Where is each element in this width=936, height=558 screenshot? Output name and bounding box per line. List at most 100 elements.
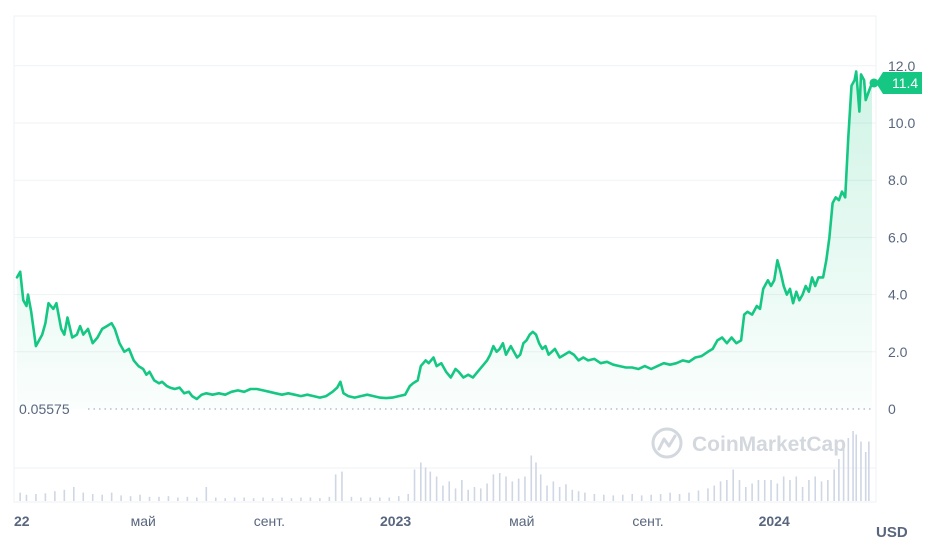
x-tick-label: 22: [14, 513, 30, 529]
volume-bar: [852, 431, 854, 501]
volume-bar: [379, 497, 381, 501]
volume-bar: [751, 483, 753, 501]
volume-bar: [833, 469, 835, 501]
last-price-value: 11.4: [892, 75, 918, 91]
volume-bar: [369, 497, 372, 501]
volume-bar: [252, 498, 255, 501]
volume-bar: [511, 481, 514, 501]
volume-bar: [745, 487, 747, 501]
volume-bar: [19, 492, 21, 501]
volume-bar: [565, 484, 567, 501]
volume-bar: [341, 471, 343, 501]
y-tick-label: 12.0: [888, 58, 915, 74]
volume-bar: [413, 469, 416, 501]
volume-bar: [659, 494, 662, 501]
volume-bar: [678, 494, 681, 501]
volume-bar: [129, 496, 132, 501]
volume-bar: [795, 476, 798, 501]
volume-bar: [571, 489, 574, 501]
y-tick-label: 8.0: [888, 172, 908, 188]
volume-bar: [757, 480, 760, 501]
x-tick-label: сент.: [254, 513, 285, 529]
price-area-fill: [17, 71, 872, 409]
volume-bar: [334, 474, 337, 501]
volume-bar: [72, 487, 75, 501]
volume-bar: [473, 487, 476, 501]
volume-bar: [612, 495, 615, 501]
x-tick-label: 2023: [380, 513, 411, 529]
volume-bar: [148, 496, 151, 501]
volume-bar: [838, 459, 840, 501]
volume-bar: [492, 474, 495, 501]
volume-bar: [650, 494, 652, 501]
volume-bar: [35, 494, 37, 501]
volume-bar: [214, 497, 217, 501]
coinmarketcap-logo-icon: [651, 427, 683, 459]
y-tick-label: 2.0: [888, 344, 908, 360]
y-tick-label: 0: [888, 401, 896, 417]
y-tick-label: 10.0: [888, 115, 915, 131]
volume-bar: [360, 497, 362, 501]
volume-bar: [789, 480, 791, 501]
volume-bar: [429, 471, 432, 501]
volume-bar: [407, 494, 410, 501]
volume-bar: [281, 497, 283, 501]
volume-bar: [319, 498, 321, 501]
price-line: [15, 70, 874, 401]
volume-bar: [814, 476, 817, 501]
volume-bar: [603, 494, 605, 501]
volume-bar: [82, 492, 85, 501]
x-tick-label: май: [509, 513, 534, 529]
volume-bar: [271, 498, 274, 501]
volume-bar: [328, 496, 331, 501]
volume-bar: [776, 483, 779, 501]
volume-bar: [177, 497, 179, 501]
volume-bar: [262, 497, 264, 501]
volume-bar: [782, 476, 785, 501]
volume-bar: [101, 494, 103, 501]
volume-bar: [726, 480, 728, 501]
volume-bar: [707, 488, 709, 501]
volume-bar: [860, 441, 862, 501]
volume-bar: [517, 478, 520, 501]
volume-bar: [479, 488, 482, 501]
volume-bar: [158, 496, 160, 501]
volume-bar: [167, 496, 170, 501]
volume-bar: [424, 467, 427, 501]
volume-bar: [54, 491, 56, 501]
volume-bar: [63, 489, 66, 501]
y-tick-label: 4.0: [888, 287, 908, 303]
volume-bar: [631, 494, 634, 501]
volume-bar: [558, 487, 561, 501]
volume-bar: [546, 485, 548, 501]
plot-frame: [13, 15, 877, 503]
volume-bar: [820, 481, 823, 501]
volume-bar: [25, 494, 28, 501]
last-price-tag: 11.4: [876, 71, 922, 94]
volume-bar: [763, 480, 766, 501]
volume-bar: [186, 496, 189, 501]
volume-bars: [19, 431, 870, 501]
volume-bar: [669, 492, 671, 501]
volume-bar: [738, 480, 741, 501]
volume-bar: [435, 476, 438, 501]
volume-bar: [732, 469, 734, 501]
y-tick-label: 6.0: [888, 229, 908, 245]
volume-bar: [486, 483, 488, 501]
watermark: CoinMarketCap: [651, 427, 846, 459]
x-tick-label: май: [131, 513, 156, 529]
volume-bar: [770, 480, 772, 501]
volume-bar: [461, 480, 463, 501]
volume-bar: [593, 494, 596, 501]
volume-bar: [827, 480, 829, 501]
volume-bar: [196, 497, 198, 501]
volume-bar: [205, 487, 208, 501]
watermark-text: CoinMarketCap: [692, 433, 846, 456]
volume-bar: [868, 441, 870, 501]
volume-bar: [621, 494, 624, 501]
volume-bar: [801, 487, 804, 501]
x-axis: 22 май сент. 2023 май сент. 2024: [14, 513, 790, 529]
volume-bar: [539, 474, 542, 501]
volume-bar: [224, 498, 227, 501]
volume-bar: [505, 476, 507, 501]
